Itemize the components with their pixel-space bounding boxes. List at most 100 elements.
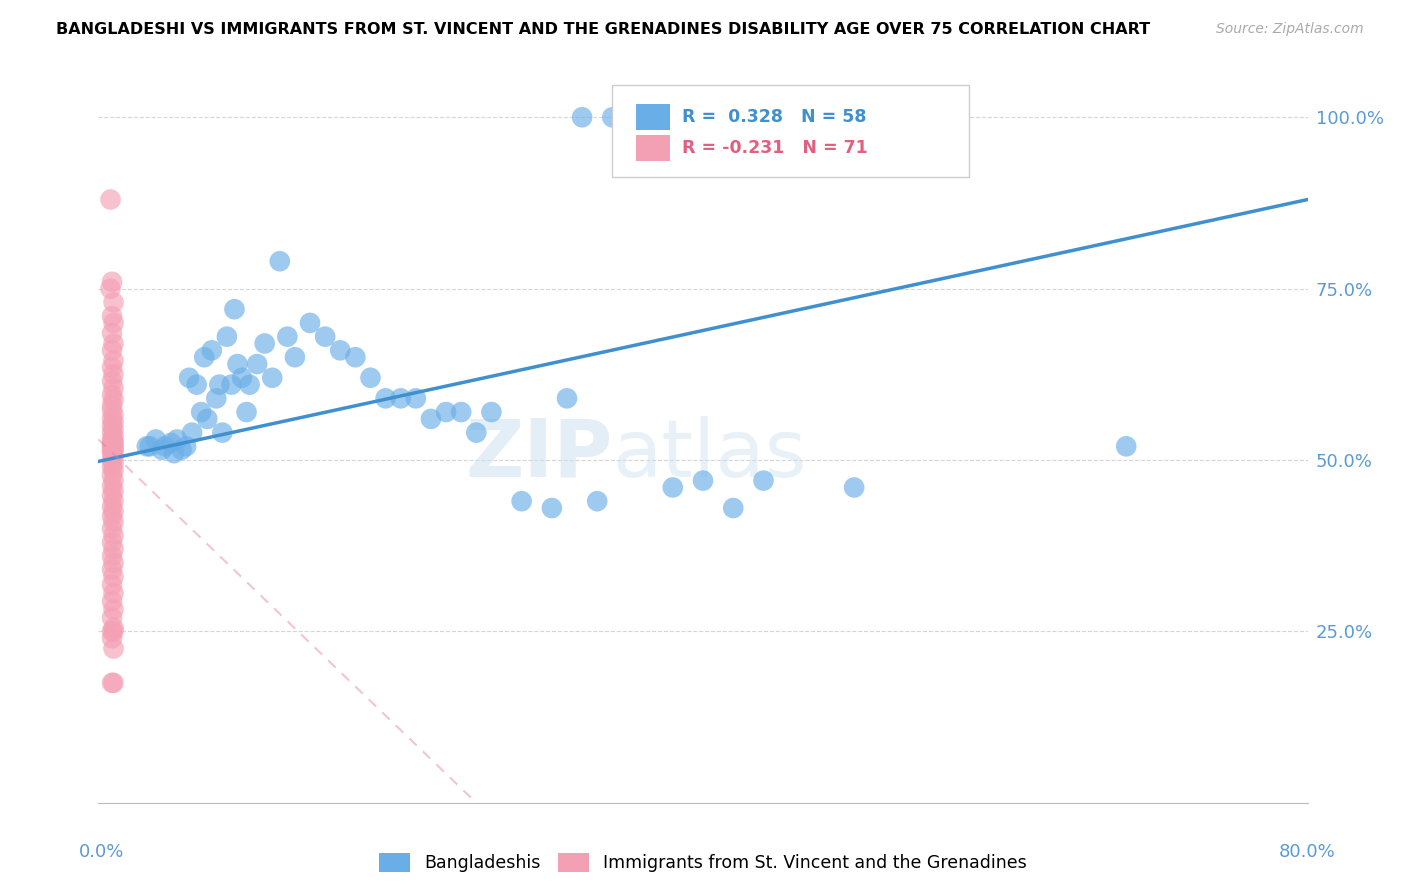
- Point: [224, 302, 246, 317]
- Text: atlas: atlas: [613, 416, 807, 494]
- Point: [101, 438, 124, 452]
- Point: [101, 500, 124, 514]
- Point: [103, 528, 125, 542]
- Point: [139, 439, 162, 453]
- Point: [103, 368, 125, 382]
- FancyBboxPatch shape: [613, 85, 969, 178]
- Point: [661, 480, 683, 494]
- Point: [434, 405, 457, 419]
- Point: [174, 439, 197, 453]
- Point: [103, 542, 125, 557]
- Point: [103, 316, 125, 330]
- Point: [103, 624, 125, 639]
- Point: [103, 586, 125, 600]
- Text: R =  0.328   N = 58: R = 0.328 N = 58: [682, 108, 868, 126]
- Point: [692, 474, 714, 488]
- Point: [481, 405, 503, 419]
- Point: [844, 480, 866, 494]
- Point: [510, 494, 533, 508]
- Point: [101, 443, 124, 458]
- Point: [221, 377, 243, 392]
- Point: [163, 446, 186, 460]
- Point: [101, 624, 124, 639]
- Point: [103, 450, 125, 464]
- Point: [153, 439, 176, 453]
- Point: [211, 425, 233, 440]
- Point: [101, 446, 124, 460]
- Point: [101, 441, 124, 455]
- Point: [262, 371, 284, 385]
- Point: [103, 353, 125, 368]
- Point: [299, 316, 322, 330]
- Point: [103, 463, 125, 477]
- Point: [101, 412, 124, 426]
- Point: [103, 336, 125, 351]
- Point: [103, 457, 125, 471]
- Point: [101, 418, 124, 433]
- Point: [100, 193, 122, 207]
- Point: [215, 329, 238, 343]
- Point: [374, 392, 396, 406]
- Point: [103, 415, 125, 429]
- Point: [150, 442, 173, 457]
- Point: [103, 429, 125, 443]
- Point: [145, 433, 167, 447]
- Point: [103, 676, 125, 690]
- Point: [101, 479, 124, 493]
- Point: [103, 439, 125, 453]
- Point: [101, 535, 124, 549]
- Point: [314, 329, 336, 343]
- FancyBboxPatch shape: [637, 135, 671, 161]
- Point: [101, 275, 124, 289]
- Point: [179, 371, 201, 385]
- Point: [284, 350, 307, 364]
- Point: [205, 392, 228, 406]
- Point: [101, 374, 124, 388]
- Legend: Bangladeshis, Immigrants from St. Vincent and the Grenadines: Bangladeshis, Immigrants from St. Vincen…: [373, 847, 1033, 880]
- Point: [170, 442, 193, 457]
- Point: [100, 282, 122, 296]
- Point: [344, 350, 367, 364]
- Text: BANGLADESHI VS IMMIGRANTS FROM ST. VINCENT AND THE GRENADINES DISABILITY AGE OVE: BANGLADESHI VS IMMIGRANTS FROM ST. VINCE…: [56, 22, 1150, 37]
- Point: [195, 412, 218, 426]
- Point: [253, 336, 276, 351]
- Point: [103, 515, 125, 529]
- Point: [723, 501, 745, 516]
- Point: [101, 468, 124, 483]
- Point: [231, 371, 253, 385]
- Point: [602, 110, 624, 124]
- Point: [235, 405, 257, 419]
- Point: [160, 436, 183, 450]
- Point: [103, 556, 125, 570]
- Point: [101, 632, 124, 646]
- Point: [103, 569, 125, 583]
- Point: [389, 392, 412, 406]
- Point: [1115, 439, 1137, 453]
- Text: ZIP: ZIP: [465, 416, 613, 494]
- Point: [193, 350, 215, 364]
- Point: [103, 295, 125, 310]
- Text: 0.0%: 0.0%: [79, 843, 124, 861]
- Point: [103, 434, 125, 448]
- Point: [103, 445, 125, 459]
- Point: [103, 602, 125, 616]
- Point: [420, 412, 443, 426]
- Point: [101, 459, 124, 474]
- Point: [135, 439, 157, 453]
- Point: [246, 357, 269, 371]
- Point: [103, 483, 125, 498]
- Text: Source: ZipAtlas.com: Source: ZipAtlas.com: [1216, 22, 1364, 37]
- Point: [405, 392, 427, 406]
- Point: [540, 501, 562, 516]
- Point: [190, 405, 212, 419]
- Point: [103, 408, 125, 422]
- Point: [101, 610, 124, 624]
- Point: [101, 522, 124, 536]
- Point: [103, 504, 125, 518]
- Text: 80.0%: 80.0%: [1279, 843, 1336, 861]
- Point: [103, 422, 125, 436]
- Point: [752, 474, 775, 488]
- Point: [101, 309, 124, 323]
- Point: [101, 398, 124, 412]
- Point: [103, 392, 125, 407]
